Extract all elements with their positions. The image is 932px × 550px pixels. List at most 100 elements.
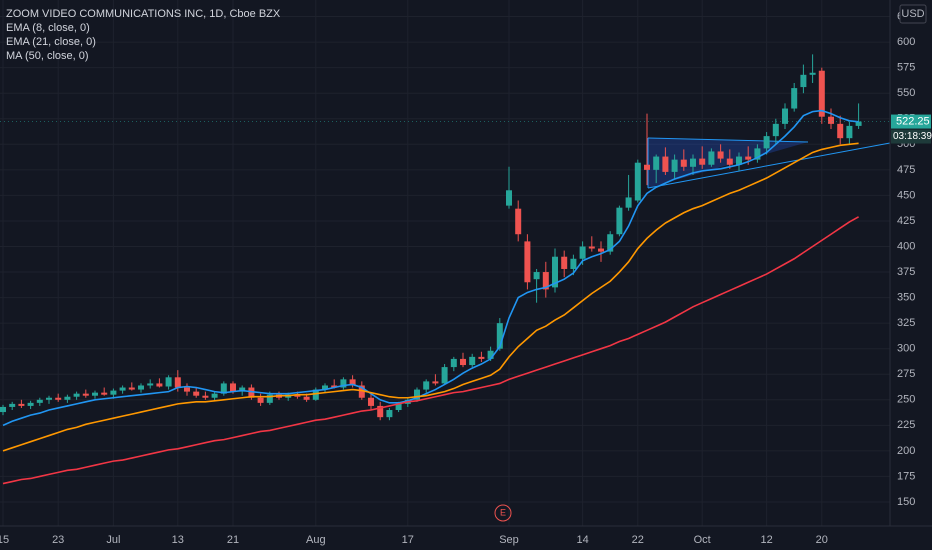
candle-body <box>607 234 614 252</box>
candle-body <box>828 116 834 124</box>
candle-body <box>441 367 448 384</box>
x-tick-label: 14 <box>576 534 588 546</box>
candle-body <box>386 410 393 418</box>
x-tick-label: 17 <box>402 534 414 546</box>
candle-body <box>579 246 586 259</box>
candle-body <box>174 377 181 388</box>
candle-body <box>55 397 62 400</box>
candle-body <box>432 381 439 384</box>
candle-body <box>818 70 825 117</box>
event-marker[interactable] <box>494 504 512 522</box>
candle-body <box>165 377 172 387</box>
y-tick-label: 150 <box>897 496 915 508</box>
y-tick-label: 350 <box>897 291 915 303</box>
y-tick-label: 550 <box>897 87 915 99</box>
candle-body <box>331 385 338 388</box>
x-tick-label: 21 <box>227 534 239 546</box>
currency-box[interactable] <box>899 4 927 24</box>
candle-body <box>487 350 494 359</box>
candle-body <box>110 390 117 395</box>
candle-body <box>634 162 641 201</box>
candle-body <box>303 396 310 400</box>
candle-body <box>423 381 430 390</box>
candle-body <box>791 88 798 109</box>
x-tick-label: 20 <box>816 534 828 546</box>
y-tick-label: 400 <box>897 240 915 252</box>
candle-body <box>202 395 209 398</box>
candle-body <box>469 356 476 366</box>
candle-body <box>772 123 779 137</box>
axes: 150 175 200 225 250 275 300 325 350 375 400 425 450 4… <box>0 10 932 545</box>
candle-body <box>73 393 80 397</box>
pattern-line <box>647 137 809 143</box>
chart-title: ZOOM VIDEO COMMUNICATIONS INC, 1D, Cboe … <box>6 8 281 20</box>
candle-body <box>82 393 89 396</box>
y-tick-label: 475 <box>897 164 915 176</box>
candle-body <box>193 391 200 396</box>
candle-body <box>662 156 669 172</box>
candle-body <box>561 256 568 269</box>
candle-body <box>588 246 595 249</box>
candle-body <box>128 387 135 390</box>
grid <box>0 0 890 526</box>
legend-entry: EMA (8, close, 0) <box>6 22 90 34</box>
y-tick-label: 200 <box>897 445 915 457</box>
y-tick-label: 275 <box>897 368 915 380</box>
candle-body <box>450 358 457 368</box>
candle-body <box>754 148 761 160</box>
x-tick-label: Sep <box>499 534 519 546</box>
legend-entry: MA (50, close, 0) <box>6 50 89 62</box>
candle-body <box>745 156 752 160</box>
candle-body <box>653 156 660 170</box>
candle-body <box>18 403 25 406</box>
candle-body <box>358 385 365 398</box>
plot-area <box>0 54 890 485</box>
candle-body <box>809 72 816 75</box>
y-tick-label: 225 <box>897 419 915 431</box>
price-label: 522.25 <box>896 115 930 127</box>
candle-body <box>717 151 724 159</box>
candle-body <box>726 158 733 165</box>
candle-body <box>460 358 466 366</box>
event-label[interactable]: E <box>500 507 506 517</box>
candle-body <box>625 197 632 208</box>
candle-body <box>248 387 255 398</box>
candle-body <box>46 397 52 400</box>
candle-body <box>266 394 273 403</box>
candle-body <box>138 385 144 390</box>
candle-body <box>570 258 577 269</box>
candle-body <box>9 403 16 407</box>
x-tick-label: 13 <box>172 534 184 546</box>
y-tick-label: 300 <box>897 343 915 355</box>
candle-body <box>552 256 558 288</box>
candle-body <box>368 397 374 406</box>
x-tick-label: 15 <box>0 534 9 546</box>
candle-body <box>542 272 549 290</box>
y-tick-label: 575 <box>897 62 915 74</box>
candle-body <box>0 406 6 413</box>
candle-body <box>533 272 540 280</box>
candle-body <box>782 108 788 124</box>
candle-body <box>763 136 770 149</box>
countdown: 03:18:39 <box>893 131 932 142</box>
candle-body <box>855 121 862 126</box>
candle-body <box>257 397 264 403</box>
indicator-line <box>2 216 859 485</box>
x-tick-label: Aug <box>306 534 326 546</box>
candle-body <box>690 158 696 167</box>
x-tick-label: 22 <box>632 534 644 546</box>
candle-body <box>220 383 227 394</box>
y-tick-label: 375 <box>897 266 915 278</box>
candle-body <box>27 402 34 406</box>
candle-body <box>478 356 485 359</box>
y-tick-label: 175 <box>897 470 915 482</box>
currency[interactable]: USD <box>901 8 924 20</box>
x-tick-label: Oct <box>694 534 711 546</box>
candle-body <box>699 158 706 165</box>
candle-body <box>736 156 742 165</box>
candle-body <box>294 394 301 397</box>
candle-body <box>211 393 218 398</box>
legend-entry: EMA (21, close, 0) <box>6 36 96 48</box>
candle-body <box>800 74 807 88</box>
